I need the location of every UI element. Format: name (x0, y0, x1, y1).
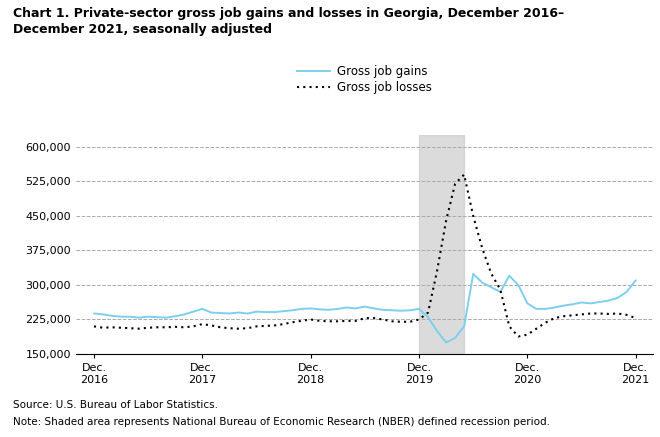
Gross job losses (460, 172, 468, 177)
Line: Gross job losses: Gross job losses (94, 174, 636, 336)
Gross job gains (442, 340, 450, 345)
Gross job losses (199, 322, 207, 327)
Text: Note: Shaded area represents National Bureau of Economic Research (NBER) defined: Note: Shaded area represents National Bu… (13, 417, 550, 427)
Gross job gains (216, 310, 224, 316)
Bar (419, 135, 464, 354)
Gross job gains (379, 307, 387, 312)
Line: Gross job gains: Gross job gains (94, 274, 636, 343)
Gross job losses (632, 316, 640, 321)
Gross job gains (469, 271, 477, 277)
Gross job gains (415, 306, 423, 312)
Gross job losses (578, 312, 585, 317)
Gross job gains (199, 306, 207, 312)
Gross job gains (90, 311, 98, 316)
Gross job losses (216, 325, 224, 330)
Gross job losses (415, 317, 423, 322)
Text: Source: U.S. Bureau of Labor Statistics.: Source: U.S. Bureau of Labor Statistics. (13, 400, 218, 410)
Gross job losses (379, 317, 387, 322)
Gross job losses (514, 334, 522, 339)
Gross job gains (280, 309, 288, 314)
Gross job losses (90, 324, 98, 329)
Gross job gains (632, 278, 640, 283)
Legend: Gross job gains, Gross job losses: Gross job gains, Gross job losses (297, 65, 432, 94)
Text: Chart 1. Private-sector gross job gains and losses in Georgia, December 2016–
De: Chart 1. Private-sector gross job gains … (13, 7, 564, 36)
Gross job gains (578, 300, 585, 305)
Gross job losses (280, 322, 288, 327)
